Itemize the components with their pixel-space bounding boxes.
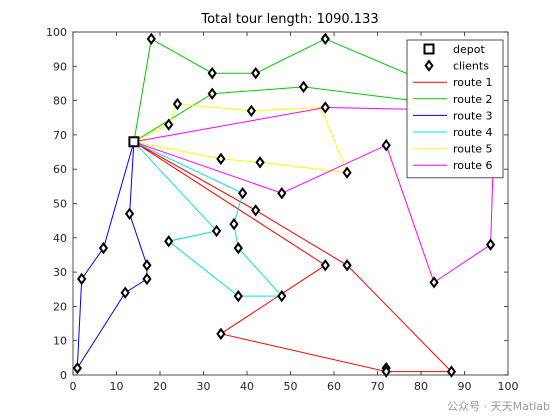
client-marker: [233, 241, 243, 255]
client-marker: [77, 272, 87, 286]
client-marker: [211, 224, 222, 238]
client-marker: [320, 101, 330, 114]
client-marker: [164, 118, 174, 131]
client-marker: [342, 166, 352, 179]
x-tick-label: 30: [197, 380, 211, 393]
legend: depot clients route 1 route 2 route 3 route 4…: [406, 39, 504, 179]
client-marker: [277, 187, 287, 200]
client-marker: [172, 97, 183, 111]
client-marker: [142, 259, 152, 272]
y-tick-label: 70: [53, 129, 67, 142]
depot-marker: [128, 136, 140, 148]
client-marker: [320, 259, 330, 272]
client-marker: [342, 259, 352, 272]
legend-label: route 6: [453, 159, 493, 172]
legend-box: [406, 39, 504, 179]
client-marker: [98, 241, 109, 255]
y-tick-label: 30: [53, 266, 67, 279]
client-marker: [72, 361, 82, 375]
client-marker: [238, 187, 248, 200]
client-marker: [142, 272, 152, 286]
x-tick-label: 80: [414, 380, 428, 393]
y-tick-label: 40: [53, 232, 67, 245]
legend-label: route 4: [453, 126, 493, 139]
client-marker: [207, 66, 217, 80]
legend-depot-marker: [423, 43, 435, 55]
client-marker: [446, 365, 457, 378]
client-marker: [164, 235, 174, 248]
client-marker: [485, 238, 496, 251]
client-marker: [381, 139, 391, 152]
x-tick-label: 70: [371, 380, 385, 393]
y-tick-label: 80: [53, 95, 67, 108]
clients-layer: [72, 32, 500, 378]
depot-layer: [128, 136, 140, 148]
y-tick-label: 100: [46, 26, 67, 39]
x-tick-label: 20: [153, 380, 167, 393]
legend-label: route 2: [453, 93, 493, 106]
y-tick-label: 0: [60, 369, 67, 382]
client-marker: [233, 289, 243, 303]
client-marker: [381, 365, 391, 378]
client-marker: [320, 32, 330, 46]
chart-title: Total tour length: 1090.133: [200, 12, 378, 27]
client-marker: [246, 104, 256, 118]
x-tick-label: 0: [70, 380, 77, 393]
legend-client-marker: [424, 59, 434, 72]
client-marker: [216, 152, 226, 166]
y-tick-label: 10: [53, 335, 67, 348]
client-marker: [298, 80, 309, 94]
y-tick-label: 20: [53, 300, 67, 313]
x-tick-label: 10: [110, 380, 124, 393]
client-marker: [251, 66, 261, 80]
y-tick-label: 60: [53, 163, 67, 176]
legend-label: route 3: [453, 109, 493, 122]
y-tick-label: 90: [53, 60, 67, 73]
x-tick-label: 40: [240, 380, 254, 393]
client-marker: [124, 207, 135, 220]
x-tick-label: 50: [284, 380, 298, 393]
y-tick-label: 50: [53, 198, 67, 211]
x-tick-label: 100: [498, 380, 519, 393]
client-marker: [229, 217, 239, 231]
route-6-line: [133, 106, 496, 284]
legend-label: route 5: [453, 143, 493, 156]
client-marker: [429, 276, 439, 289]
axis-ticks: 0 10 20 30 40 50 60 70 80 90 100 0 10 20 30 40 50 60 70 80 9…: [46, 26, 519, 393]
legend-label: route 1: [453, 76, 493, 89]
legend-label: depot: [453, 43, 485, 56]
client-marker: [216, 327, 226, 341]
client-marker: [120, 286, 130, 299]
client-marker: [255, 156, 265, 169]
legend-label: clients: [453, 60, 489, 73]
watermark: 公众号 · 天天Matlab: [447, 400, 550, 413]
x-tick-label: 60: [327, 380, 341, 393]
client-marker: [146, 32, 156, 46]
client-marker: [277, 289, 287, 303]
route-1-line: [133, 141, 453, 373]
client-marker: [207, 87, 217, 100]
client-marker: [251, 204, 261, 217]
x-tick-label: 90: [458, 380, 472, 393]
